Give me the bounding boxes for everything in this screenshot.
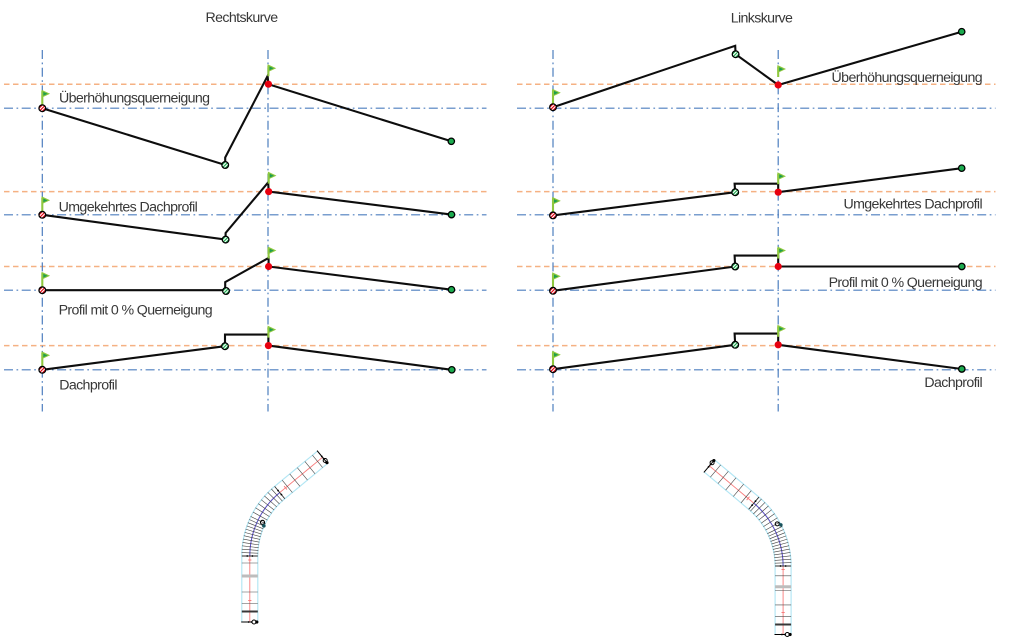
svg-text:Überhöhungsquerneigung: Überhöhungsquerneigung bbox=[59, 89, 209, 107]
svg-text:Linkskurve: Linkskurve bbox=[731, 11, 793, 27]
svg-text:Umgekehrtes Dachprofil: Umgekehrtes Dachprofil bbox=[843, 197, 982, 213]
svg-text:Dachprofil: Dachprofil bbox=[59, 378, 117, 394]
svg-text:Dachprofil: Dachprofil bbox=[924, 375, 982, 391]
svg-text:Rechtskurve: Rechtskurve bbox=[205, 10, 278, 26]
svg-text:Umgekehrtes Dachprofil: Umgekehrtes Dachprofil bbox=[59, 200, 198, 216]
svg-text:Profil mit 0 % Querneigung: Profil mit 0 % Querneigung bbox=[829, 275, 982, 291]
svg-text:Profil mit 0 % Querneigung: Profil mit 0 % Querneigung bbox=[59, 303, 212, 319]
svg-text:Überhöhungsquerneigung: Überhöhungsquerneigung bbox=[832, 68, 982, 86]
